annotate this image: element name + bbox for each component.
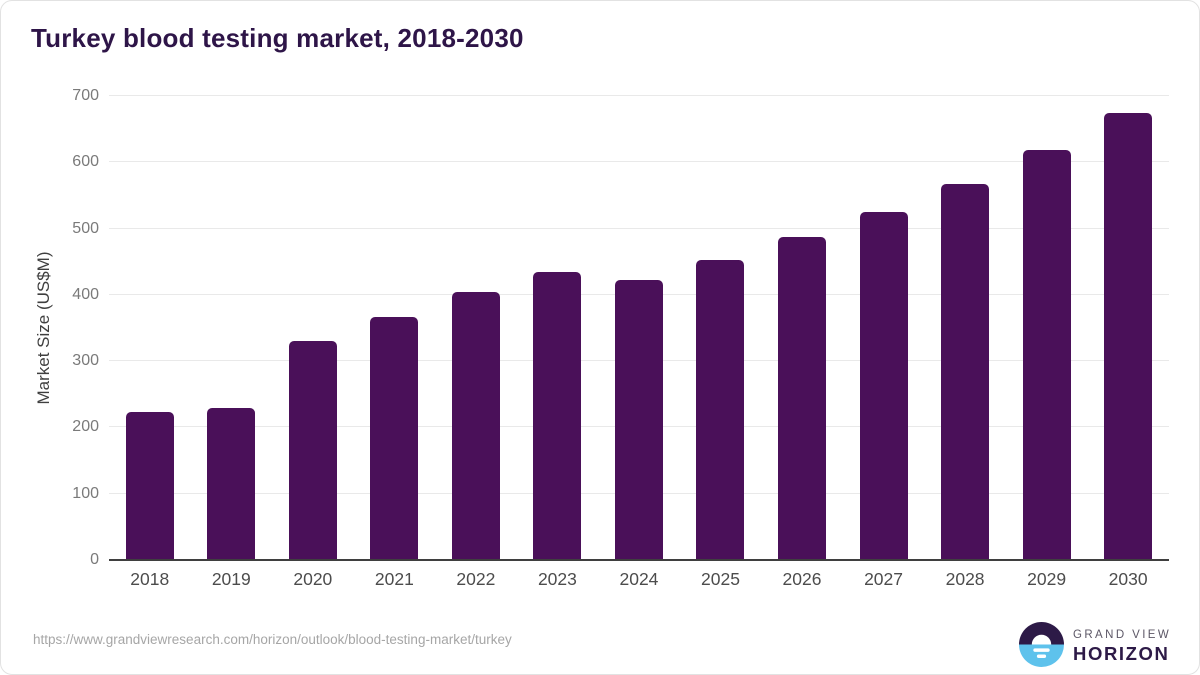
- x-axis-line: [109, 559, 1169, 561]
- bar-slot-2026: [761, 96, 843, 560]
- x-tick-label-2021: 2021: [374, 569, 414, 589]
- y-tick-label-100: 100: [72, 484, 99, 502]
- x-tick-label-2028: 2028: [945, 569, 985, 589]
- bar-slot-2023: [517, 96, 599, 560]
- bar-2030: [1104, 112, 1153, 560]
- x-tick-label-2026: 2026: [782, 569, 822, 589]
- bar-2028: [941, 183, 990, 560]
- y-tick-label-700: 700: [72, 87, 99, 104]
- y-tick-label-400: 400: [72, 285, 99, 303]
- y-tick-label-0: 0: [90, 551, 99, 568]
- bar-slot-2030: [1087, 96, 1169, 560]
- bar-slot-2027: [843, 96, 925, 560]
- bar-2027: [859, 212, 908, 560]
- x-tick-label-2030: 2030: [1108, 569, 1148, 589]
- y-tick-label-200: 200: [72, 418, 99, 436]
- bar-slot-2029: [1006, 96, 1088, 560]
- x-tick-label-2019: 2019: [211, 569, 251, 589]
- grand-view-horizon-logo: GRAND VIEW HORIZON: [1019, 622, 1171, 672]
- x-tick-label-2024: 2024: [619, 569, 659, 589]
- y-tick-label-500: 500: [72, 219, 99, 237]
- x-tick-label-2022: 2022: [456, 569, 496, 589]
- x-axis-labels: 2018 2019 2020 2021 2022 2023 2024 2025 2026 2027…: [109, 569, 1169, 590]
- bar-slot-2020: [272, 96, 354, 560]
- bar-2023: [533, 272, 582, 560]
- logo-product-name: HORIZON: [1073, 643, 1170, 664]
- bar-slot-2019: [191, 96, 273, 560]
- x-tick-label-2027: 2027: [864, 569, 904, 589]
- bar-slot-2021: [354, 96, 436, 560]
- bar-2018: [125, 411, 174, 560]
- bar-2020: [288, 341, 337, 560]
- bar-slot-2018: [109, 96, 191, 560]
- x-tick-label-2023: 2023: [537, 569, 577, 589]
- bar-slot-2022: [435, 96, 517, 560]
- chart-title: Turkey blood testing market, 2018-2030: [31, 23, 524, 53]
- bar-2022: [451, 291, 500, 560]
- x-tick-label-2029: 2029: [1027, 569, 1067, 589]
- bar-2024: [614, 279, 663, 560]
- source-url: https://www.grandviewresearch.com/horizo…: [33, 632, 512, 647]
- bar-2019: [207, 408, 256, 560]
- gridline-700: [109, 95, 1169, 96]
- logo-brand-name: GRAND VIEW: [1073, 629, 1172, 641]
- x-tick-label-2020: 2020: [293, 569, 333, 589]
- logo-text: GRAND VIEW HORIZON: [1073, 629, 1171, 665]
- bar-2021: [370, 317, 419, 560]
- gridline-600: [109, 161, 1169, 163]
- bar-2026: [778, 236, 827, 560]
- bar-slot-2025: [680, 96, 762, 560]
- x-tick-label-2018: 2018: [130, 569, 170, 589]
- bar-2029: [1022, 150, 1071, 560]
- y-tick-label-300: 300: [72, 352, 99, 370]
- bar-slot-2028: [924, 96, 1006, 560]
- bar-2025: [696, 259, 745, 560]
- bar-slot-2024: [598, 96, 680, 560]
- y-tick-label-600: 600: [72, 153, 99, 171]
- bars-container: [109, 96, 1169, 560]
- x-tick-label-2025: 2025: [701, 569, 740, 589]
- gridline-500: [109, 227, 1169, 229]
- y-axis-ticks: 0 100 200 300 400 500 600 700: [1, 87, 99, 568]
- horizon-sun-icon: [1019, 622, 1064, 672]
- plot-area: [109, 95, 1169, 561]
